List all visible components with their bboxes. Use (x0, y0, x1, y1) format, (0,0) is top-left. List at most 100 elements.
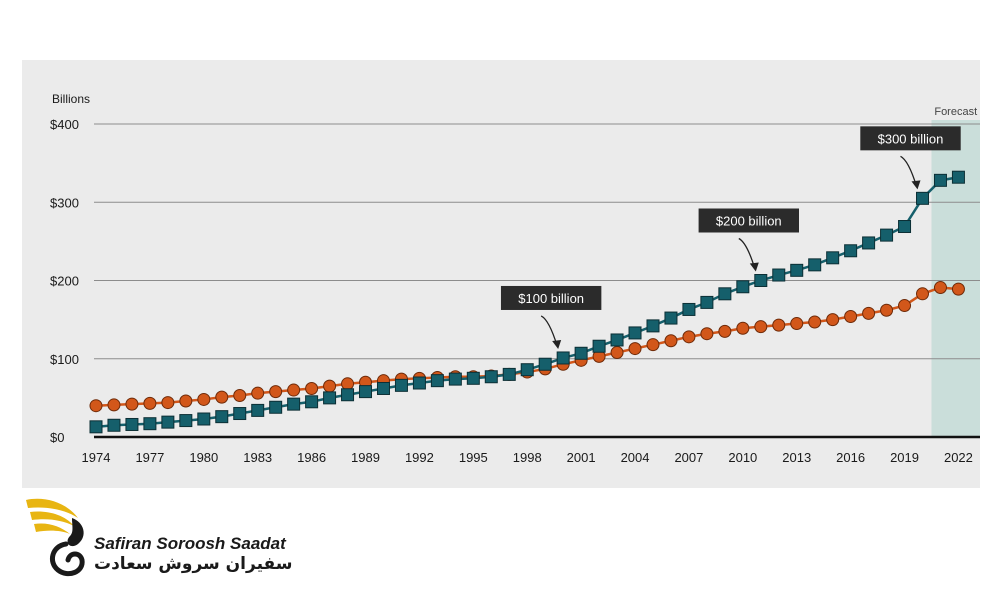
square-point (323, 391, 337, 405)
circle-point (269, 385, 283, 399)
square-point (341, 388, 355, 402)
square-point (916, 191, 930, 205)
callout-label: $200 billion (716, 214, 782, 229)
square-point (233, 407, 247, 421)
x-tick-label: 1974 (82, 450, 111, 465)
annotations: $100 billion $200 billion $300 billion (500, 126, 961, 349)
x-axis: 1974 1977 1980 1983 1986 1989 1992 1995 1998 2001… (82, 435, 980, 465)
logo-name-en: Safiran Soroosh Saadat (94, 534, 286, 553)
square-point (772, 268, 786, 282)
callout-label: $300 billion (878, 131, 944, 146)
square-point (628, 326, 642, 340)
square-point (574, 346, 588, 360)
square-point (736, 280, 750, 294)
circle-point (341, 377, 355, 391)
series-layer (89, 170, 965, 434)
circle-point (933, 281, 947, 295)
y-tick-label: $100 (50, 352, 79, 367)
y-tick-label: $0 (50, 430, 64, 445)
circle-point (610, 345, 624, 359)
square-point (682, 302, 696, 316)
x-tick-label: 1980 (189, 450, 218, 465)
square-point (718, 287, 732, 301)
square-point (951, 170, 965, 184)
circle-point (323, 379, 337, 393)
circle-point (951, 282, 965, 296)
square-point (592, 339, 606, 353)
x-tick-label: 1998 (513, 450, 542, 465)
x-tick-label: 2019 (890, 450, 919, 465)
gridlines (94, 123, 980, 360)
units-label: Billions (52, 92, 90, 106)
circle-point (646, 338, 660, 352)
square-point (287, 397, 301, 411)
x-tick-label: 1986 (297, 450, 326, 465)
callout-box (500, 285, 602, 310)
circle-point (700, 327, 714, 341)
square-point (664, 311, 678, 325)
circle-point (161, 396, 175, 410)
square-point (808, 258, 822, 272)
square-point (754, 274, 768, 287)
circle-point (179, 394, 193, 408)
x-tick-label: 2016 (836, 450, 865, 465)
square-point (215, 410, 229, 424)
square-point (107, 418, 121, 432)
square-point (466, 371, 480, 385)
circle-point (215, 390, 229, 404)
square-point (646, 319, 660, 333)
circle-point (628, 342, 642, 356)
circle-point (287, 383, 301, 397)
bird-logo-icon (26, 498, 85, 577)
circle-point (862, 306, 876, 320)
circle-point (89, 399, 103, 413)
square-point (179, 414, 193, 428)
circle-point (107, 398, 121, 412)
callout-box (698, 208, 799, 233)
x-tick-label: 2004 (621, 450, 650, 465)
square-point (898, 220, 912, 234)
x-tick-label: 1983 (243, 450, 272, 465)
callout-arrowhead (911, 180, 921, 190)
circle-point (251, 386, 265, 400)
square-point (394, 378, 408, 392)
line-chart: Forecast $0 $100 $200 $300 $400 1974 1977 1980… (50, 92, 980, 465)
circle-point (880, 303, 894, 317)
circle-point (844, 309, 858, 323)
logo-name-fa: سفیران سروش سعادت (94, 554, 293, 574)
square-point (826, 251, 840, 265)
square-point (430, 374, 444, 388)
square-point (143, 417, 157, 431)
company-logo: Safiran Soroosh Saadat سفیران سروش سعادت (22, 492, 322, 592)
circle-point (233, 389, 247, 403)
circle-point (916, 287, 930, 301)
forecast-label: Forecast (934, 106, 977, 118)
x-tick-label: 2010 (728, 450, 757, 465)
callout-arrowhead (749, 262, 759, 272)
circle-point (305, 381, 319, 395)
circle-point (772, 318, 786, 332)
x-tick-label: 2022 (944, 450, 973, 465)
square-point (556, 351, 570, 365)
square-point (161, 415, 175, 429)
circle-point (682, 330, 696, 344)
y-tick-label: $200 (50, 274, 79, 289)
square-point (269, 400, 283, 414)
y-tick-label: $300 (50, 195, 79, 210)
square-point (125, 417, 139, 431)
square-point (502, 367, 516, 381)
square-point (251, 403, 265, 417)
circle-point (790, 317, 804, 331)
square-point (359, 385, 373, 399)
x-tick-label: 1977 (135, 450, 164, 465)
circle-point (736, 321, 750, 335)
forecast-band (931, 120, 980, 437)
y-axis: $0 $100 $200 $300 $400 (50, 117, 79, 445)
square-point (197, 412, 211, 426)
square-point (448, 372, 462, 386)
circle-point (826, 313, 840, 327)
square-point (538, 357, 552, 371)
circle-point (664, 334, 678, 348)
square-point (933, 173, 947, 187)
y-tick-label: $400 (50, 117, 79, 132)
